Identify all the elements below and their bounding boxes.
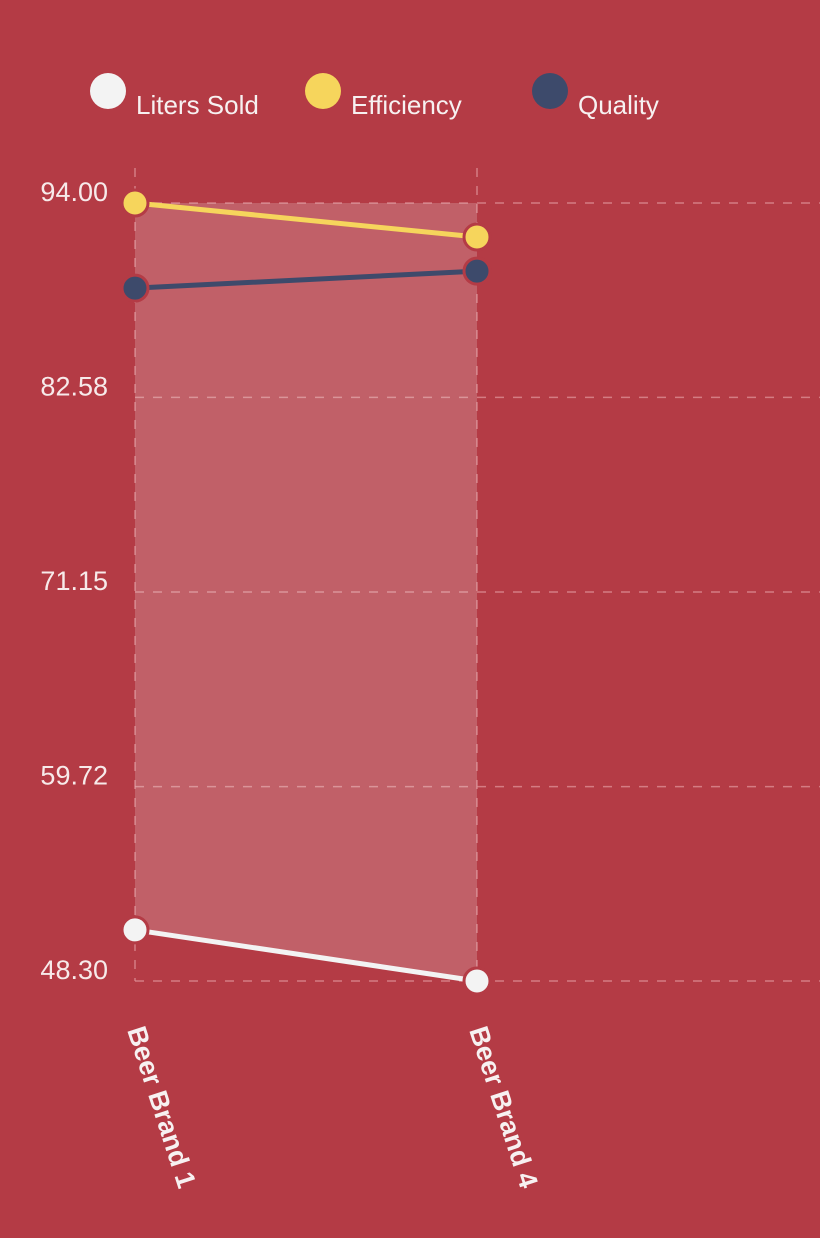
area-fill-0 [135,203,477,981]
y-tick-label: 82.58 [40,371,108,401]
y-tick-label: 59.72 [40,761,108,791]
legend-marker-quality [532,73,568,109]
series-line-2 [132,268,480,291]
data-point-series2-1 [462,256,492,286]
legend-marker-efficiency [305,73,341,109]
chart-legend: Liters Sold Efficiency Quality [90,70,790,130]
legend-label-liters-sold: Liters Sold [136,90,259,120]
legend-label-efficiency: Efficiency [351,90,462,120]
series-line-0 [132,927,480,984]
data-point-series0-1 [462,966,492,996]
x-tick-label: Beer Brand 1 [121,1023,201,1192]
x-tick-label: Beer Brand 4 [463,1023,543,1192]
series-line-1 [132,200,480,240]
data-point-series1-0 [120,188,150,218]
y-tick-label: 48.30 [40,955,108,985]
data-point-series1-1 [462,222,492,252]
data-point-series2-0 [120,273,150,303]
y-tick-label: 94.00 [40,177,108,207]
data-point-series0-0 [120,915,150,945]
y-tick-label: 71.15 [40,566,108,596]
legend-label-quality: Quality [578,90,659,120]
legend-marker-liters-sold [90,73,126,109]
